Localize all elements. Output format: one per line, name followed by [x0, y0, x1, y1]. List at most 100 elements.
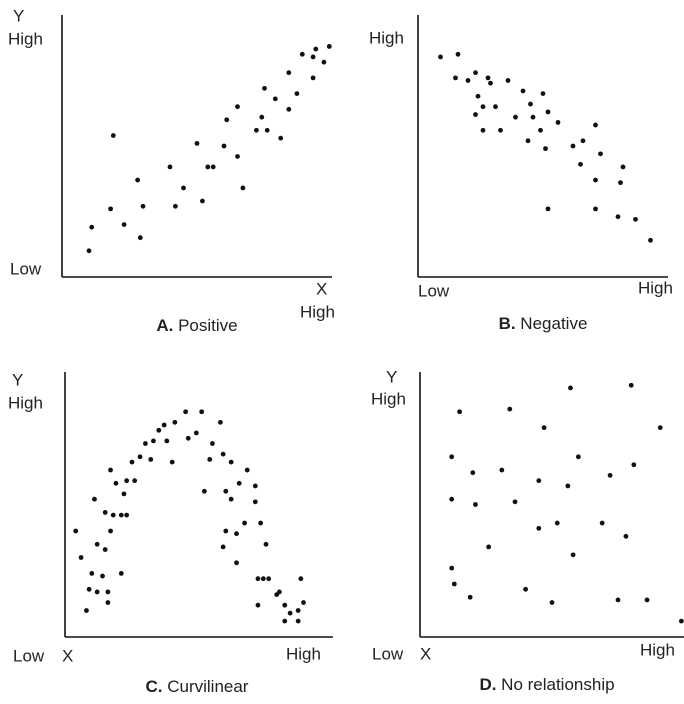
axis-text: Low [10, 259, 42, 278]
data-point [498, 127, 503, 133]
data-point [118, 512, 124, 518]
axis-text: High [371, 389, 406, 408]
data-point [135, 177, 141, 183]
data-point [240, 185, 246, 191]
data-point [580, 138, 586, 144]
data-point [137, 454, 143, 460]
data-point [449, 565, 455, 571]
data-point [301, 600, 306, 605]
data-point [593, 177, 598, 183]
data-point [94, 541, 100, 547]
data-point [173, 203, 178, 209]
data-point [110, 512, 116, 518]
data-point [321, 59, 327, 65]
caption-title: Positive [173, 316, 237, 335]
axis-text: High [638, 278, 673, 297]
data-point [555, 120, 561, 125]
data-point [78, 555, 84, 560]
data-point [633, 216, 638, 222]
data-point [499, 467, 505, 473]
data-point [507, 406, 513, 412]
data-point [678, 618, 684, 624]
axis-text: High [640, 640, 675, 659]
data-point [525, 138, 531, 144]
data-point [607, 472, 613, 478]
data-point [480, 127, 486, 133]
data-point [545, 206, 551, 212]
data-point [470, 470, 476, 476]
data-point [505, 78, 511, 83]
caption: A. Positive [156, 316, 237, 335]
data-point [200, 198, 205, 204]
axis-text: X [316, 279, 327, 298]
data-point [221, 143, 227, 149]
data-point [234, 531, 239, 537]
data-point [465, 78, 471, 83]
scatter-panel: High Low High B. Negative [369, 15, 673, 333]
data-point [86, 586, 92, 592]
scatter-panel: Y High Low X High A. Positive [8, 6, 335, 335]
data-point [565, 483, 571, 489]
data-point [631, 462, 637, 468]
data-point [236, 480, 242, 486]
data-point [554, 520, 560, 526]
data-point [224, 117, 230, 123]
data-point [255, 602, 261, 608]
axis-text: High [369, 28, 404, 47]
data-point [92, 496, 97, 502]
caption-letter: D. [479, 675, 496, 694]
data-point [121, 222, 127, 228]
data-point [540, 91, 546, 96]
caption-title: Curvilinear [163, 677, 249, 696]
data-point [299, 51, 305, 57]
data-point [148, 457, 154, 462]
data-point [169, 459, 175, 465]
data-point [205, 164, 211, 170]
data-point [84, 608, 89, 613]
data-point [628, 382, 634, 388]
data-point [277, 589, 282, 595]
data-point [536, 478, 542, 484]
data-point [94, 589, 100, 595]
data-point [648, 237, 653, 243]
axis-text: X [62, 646, 73, 665]
data-point [255, 576, 261, 582]
data-point [252, 499, 258, 505]
data-point [310, 75, 316, 81]
axis-text: Y [386, 367, 397, 386]
data-point [266, 576, 272, 582]
data-point [235, 154, 240, 159]
caption-title: No relationship [496, 675, 614, 694]
data-point [181, 185, 186, 191]
data-point [113, 480, 119, 486]
data-point [493, 104, 498, 110]
data-point [657, 425, 663, 431]
data-point [485, 75, 491, 81]
data-point [201, 488, 207, 494]
data-point [161, 422, 167, 428]
data-point [252, 483, 258, 489]
data-point [228, 496, 234, 502]
data-point [449, 496, 455, 502]
data-point [105, 600, 111, 605]
data-point [137, 235, 143, 241]
data-point [228, 459, 234, 465]
data-point [210, 441, 215, 446]
data-point [294, 91, 300, 96]
data-point [644, 597, 650, 603]
data-point [89, 224, 95, 230]
axis-text: High [286, 644, 321, 663]
data-point [618, 180, 623, 186]
data-point [242, 520, 247, 526]
data-point [140, 203, 146, 209]
data-point [278, 135, 284, 141]
data-point [124, 512, 130, 518]
data-point [486, 544, 492, 550]
data-point [599, 520, 605, 526]
data-point [287, 610, 293, 616]
data-point [254, 127, 259, 133]
data-point [615, 214, 621, 220]
data-point [108, 528, 113, 534]
data-point [164, 438, 170, 444]
data-point [538, 127, 543, 133]
